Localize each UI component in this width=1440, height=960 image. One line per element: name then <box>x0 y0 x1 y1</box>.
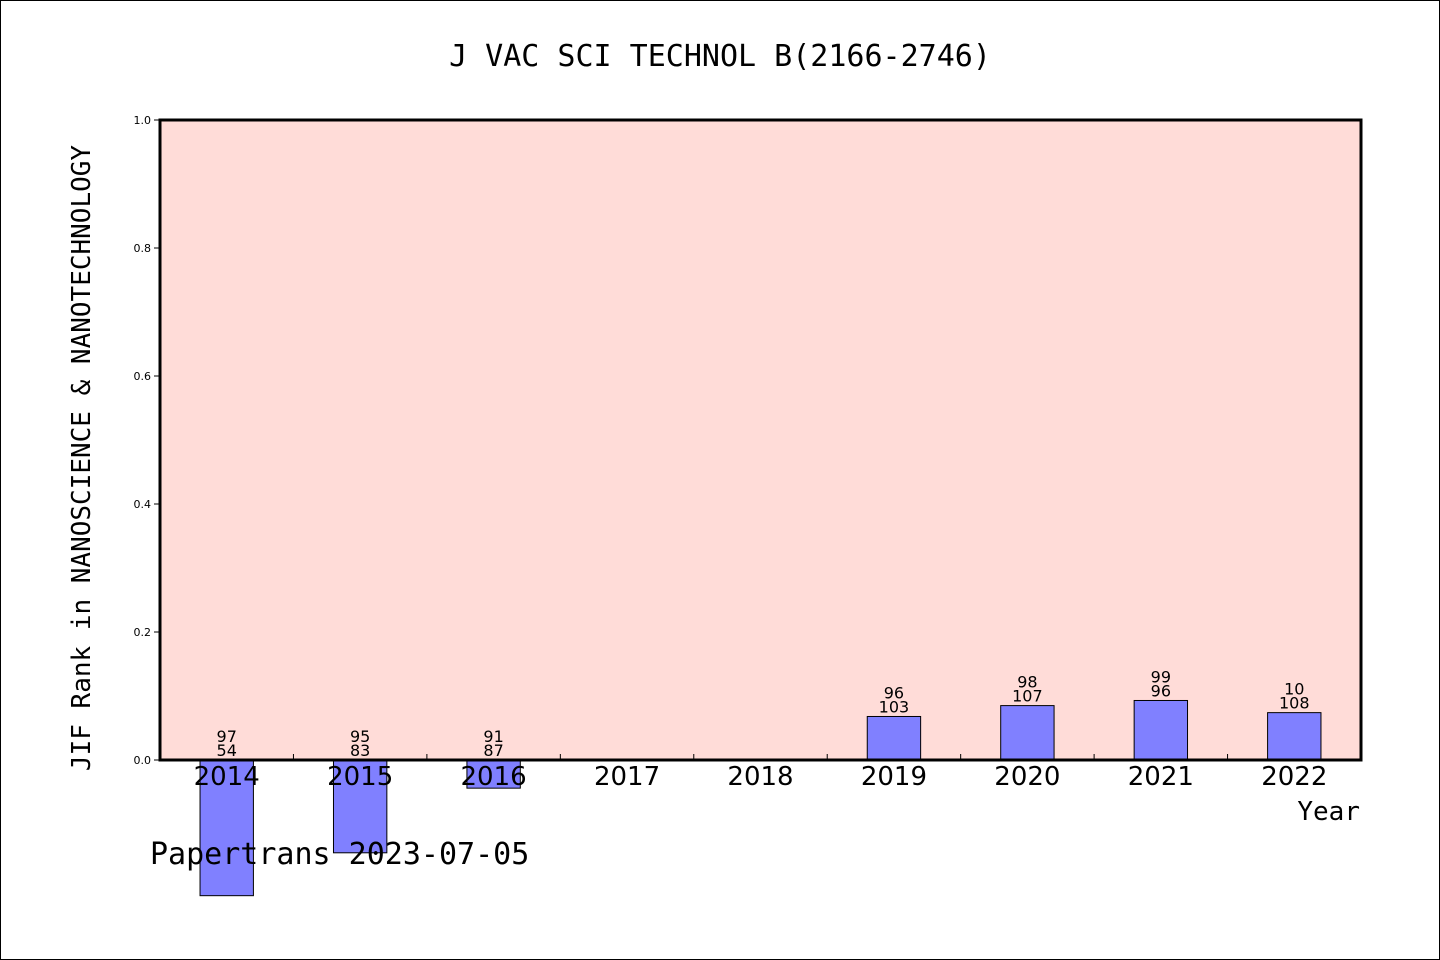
bar-label-top: 10 <box>1284 680 1304 699</box>
bar-label-bottom: 107 <box>1012 687 1043 706</box>
x-tick-label: 2017 <box>594 762 660 792</box>
y-tick-label: 0.2 <box>134 626 152 639</box>
bar-label-bottom: 87 <box>483 741 503 760</box>
x-tick-label: 2014 <box>194 762 260 792</box>
bar-2015 <box>332 759 388 854</box>
bar-label-top: 96 <box>884 683 904 702</box>
bar-2014 <box>199 759 254 897</box>
y-axis-ticks: 0.0 0.2 0.4 0.6 0.8 1.0 <box>134 114 160 767</box>
x-tick-label: 2021 <box>1128 762 1194 792</box>
bar-label-top: 95 <box>350 727 370 746</box>
bar-2021 <box>1133 699 1189 761</box>
x-tick-labels: 2014 2015 2016 2017 2018 2019 2020 2021 2022 <box>194 762 1328 792</box>
y-axis-label: JIF Rank in NANOSCIENCE & NANOTECHNOLOGY <box>67 145 97 771</box>
bar-label-bottom: 96 <box>1151 681 1171 700</box>
y-tick-label: 0.6 <box>134 370 152 383</box>
bar-label-top: 91 <box>483 727 503 746</box>
chart-title: J VAC SCI TECHNOL B(2166-2746) <box>449 39 991 74</box>
bar-2019 <box>866 715 922 761</box>
y-tick-label: 0.8 <box>134 242 152 255</box>
bar-label-bottom: 83 <box>350 741 370 760</box>
x-tick-label: 2018 <box>727 762 793 792</box>
plot-border <box>158 118 1363 762</box>
bar-2020 <box>1000 705 1055 761</box>
bar-label-top: 98 <box>1017 673 1037 692</box>
bar-label-top: 97 <box>217 727 237 746</box>
bar-label-bottom: 103 <box>879 697 910 716</box>
x-axis-label: Year <box>1297 797 1360 827</box>
bar-label-bottom: 54 <box>217 741 237 760</box>
x-tick-label: 2022 <box>1261 762 1327 792</box>
bars-group <box>199 699 1322 897</box>
y-tick-label: 0.0 <box>134 754 152 767</box>
y-tick-label: 0.4 <box>134 498 152 511</box>
bar-label-top: 99 <box>1151 667 1171 686</box>
y-tick-label: 1.0 <box>134 114 152 127</box>
watermark: Papertrans 2023-07-05 <box>150 837 529 872</box>
plot-background <box>160 120 1361 760</box>
x-tick-label: 2019 <box>861 762 927 792</box>
bar-2016 <box>466 759 521 789</box>
x-tick-label: 2016 <box>461 762 527 792</box>
x-tick-label: 2020 <box>994 762 1060 792</box>
bar-2022 <box>1267 712 1322 761</box>
x-tick-label: 2015 <box>327 762 393 792</box>
bar-label-bottom: 108 <box>1279 694 1310 713</box>
